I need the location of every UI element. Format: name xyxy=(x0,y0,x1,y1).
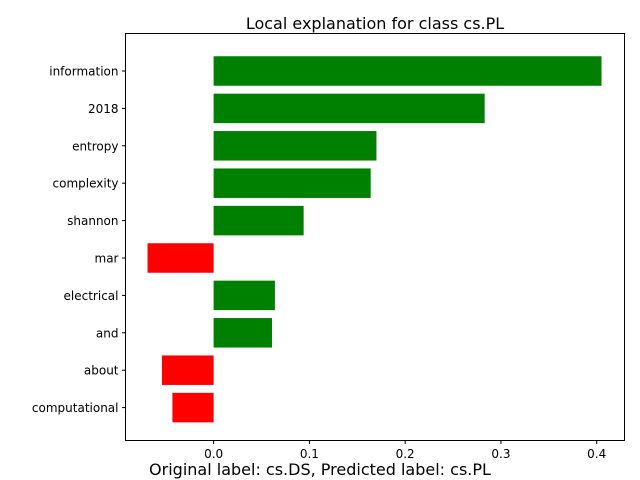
y-tick-label: about xyxy=(84,364,119,378)
bar-shannon xyxy=(213,205,304,236)
bar-entropy xyxy=(213,131,377,161)
y-tick-label: shannon xyxy=(67,214,118,228)
bar-computational xyxy=(172,392,214,423)
bar-2018 xyxy=(213,93,485,124)
x-tick-label: 0.3 xyxy=(491,447,510,461)
bar-group xyxy=(147,56,602,423)
y-tick-label: and xyxy=(96,326,119,340)
bar-complexity xyxy=(213,168,371,198)
bar-electrical xyxy=(213,280,275,311)
y-tick-label: complexity xyxy=(53,177,119,191)
x-axis-ticks: 0.0 0.1 0.2 0.3 0.4 xyxy=(204,440,606,461)
y-tick-label: mar xyxy=(95,252,119,266)
y-tick-label: entropy xyxy=(72,139,118,153)
chart-title: Local explanation for class cs.PL xyxy=(246,14,504,33)
x-tick-label: 0.4 xyxy=(587,447,606,461)
x-tick-label: 0.1 xyxy=(300,447,319,461)
bar-and xyxy=(213,318,273,348)
y-tick-label: information xyxy=(49,65,118,79)
x-tick-label: 0.0 xyxy=(204,447,223,461)
chart-caption: Original label: cs.DS, Predicted label: … xyxy=(149,460,491,479)
bar-information xyxy=(213,56,602,86)
y-tick-label: 2018 xyxy=(88,102,119,116)
y-tick-label: electrical xyxy=(64,289,119,303)
y-axis-ticks: information 2018 entropy complexity shannon m… xyxy=(32,65,126,415)
x-tick-label: 0.2 xyxy=(396,447,415,461)
y-tick-label: computational xyxy=(32,401,119,415)
bar-mar xyxy=(147,243,214,273)
plot-area-frame xyxy=(125,33,625,441)
bar-about xyxy=(161,355,214,385)
